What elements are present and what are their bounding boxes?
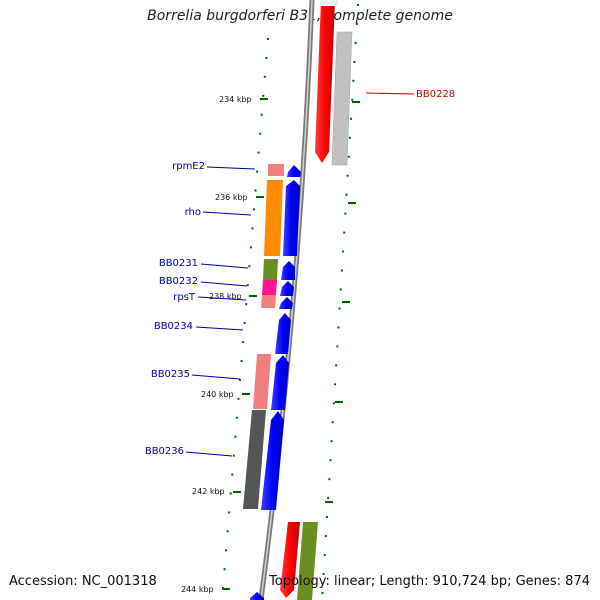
kbp-label: 236 kbp [215,193,248,202]
genome-title: Borrelia burgdorferi B31, complete genom… [147,8,453,24]
kbp-label: 244 kbp [181,585,214,594]
gene-bb0228-feature [315,0,335,163]
gene-label-rho[interactable]: rho [185,207,201,218]
gene-rpst-feature [261,295,276,308]
gene-label-rpst[interactable]: rpsT [173,292,196,303]
left-strand-genes [243,164,284,509]
kbp-labels: 234 kbp 236 kbp 238 kbp 240 kbp 242 kbp … [181,95,252,594]
forward-strand-genes [250,165,301,600]
gene-bb0235-salmon-feature [253,354,271,409]
gene-bb0236-grey-feature [243,410,266,509]
gene-rho-feature [264,180,283,256]
accession-text: Accession: NC_001318 [9,574,157,589]
gene-bb0232-arrow [280,281,294,296]
kbp-label: 238 kbp [209,292,242,301]
gene-rpst-arrow [279,297,293,309]
kbp-label: 240 kbp [201,390,234,399]
gene-bottom-arrow [250,592,264,600]
gene-label-bb0232[interactable]: BB0232 [159,276,198,287]
genome-stats-text: Topology: linear; Length: 910,724 bp; Ge… [269,574,590,589]
gene-leader-lines [185,92,415,457]
gene-bb0231-feature [263,259,278,280]
gene-grey-feature [331,31,353,166]
gene-rpme2-feature [268,164,284,176]
kbp-tick-marks [222,98,360,590]
right-strand-genes [280,0,353,600]
gene-labels: BB0228 rpmE2 rho BB0231 BB0232 rpsT BB02… [145,89,455,457]
gene-bb0236-arrow [261,411,284,510]
gene-label-bb0231[interactable]: BB0231 [159,258,198,269]
gene-label-rpme2[interactable]: rpmE2 [172,161,205,172]
gene-rho-arrow [283,180,300,256]
gene-label-bb0235[interactable]: BB0235 [151,369,190,380]
gene-bb0232-feature [262,280,277,295]
gene-bb0231-arrow [281,261,295,280]
gene-red-lower-feature [280,522,300,598]
gene-rpme2-arrow [287,165,301,177]
gene-bb0234-arrow [275,313,291,354]
kbp-label: 234 kbp [219,95,252,104]
genome-backbone-highlight [260,0,313,600]
gene-label-bb0228[interactable]: BB0228 [416,89,455,100]
kbp-label: 242 kbp [192,487,225,496]
gene-olive-lower-feature [297,522,318,600]
gene-label-bb0234[interactable]: BB0234 [154,321,193,332]
gene-top-white-feature [320,0,338,6]
gene-label-bb0236[interactable]: BB0236 [145,446,184,457]
gene-bb0235-arrow [271,355,289,410]
